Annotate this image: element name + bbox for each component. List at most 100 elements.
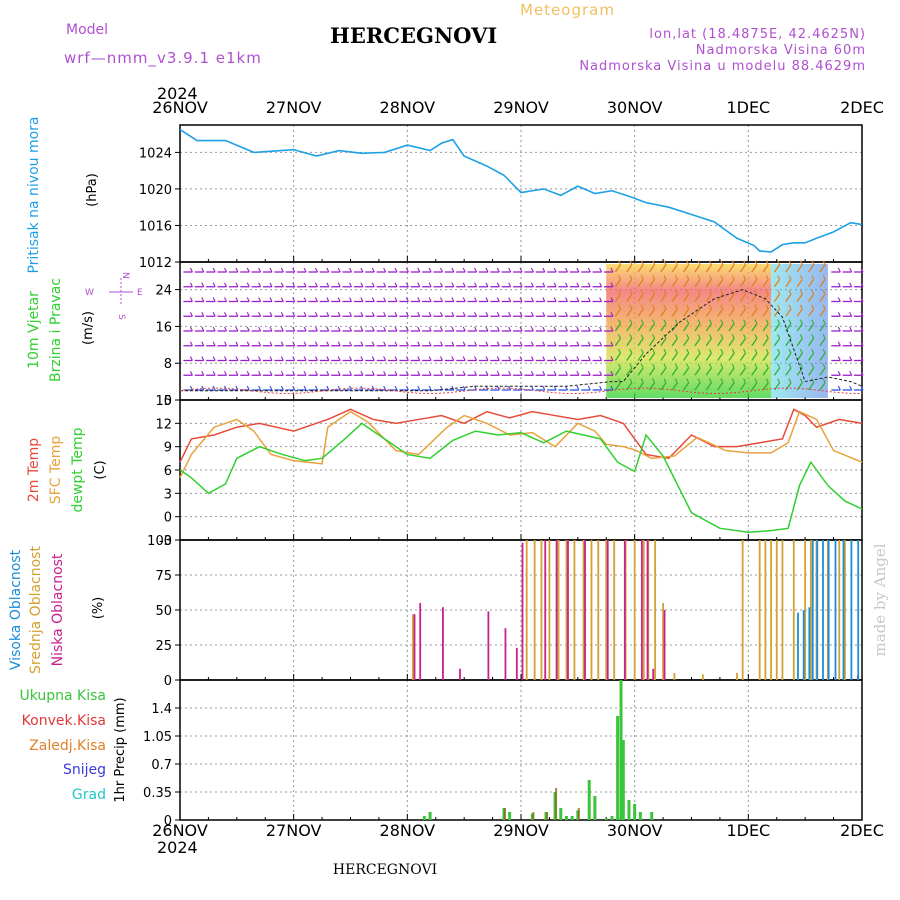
- wind-barb-flag: [519, 371, 523, 376]
- wind-barb: [648, 338, 656, 347]
- wind-barb-flag: [303, 341, 307, 346]
- wind-barb: [717, 308, 724, 317]
- wind-barb: [819, 338, 826, 347]
- wind-barb-flag: [519, 282, 523, 287]
- wind-barb-flag: [542, 326, 546, 332]
- wind-barb-flag: [822, 289, 826, 295]
- wind-barb-flag: [292, 312, 296, 317]
- wind-barb-flag: [371, 326, 375, 332]
- sfc-line: [179, 410, 863, 479]
- wind-barb-flag: [405, 297, 409, 302]
- wind-barb-flag: [383, 282, 387, 287]
- wind-barb-flag: [189, 356, 193, 361]
- wind-barb: [796, 264, 803, 273]
- wind-barb-flag: [303, 371, 307, 376]
- wind-barb: [773, 352, 781, 361]
- wind-barb: [660, 279, 667, 288]
- wind-barb-flag: [754, 275, 758, 280]
- wind-barb-flag: [743, 275, 747, 280]
- wind-barb-flag: [530, 371, 534, 376]
- wind-barb: [626, 279, 633, 288]
- cloud-axis-label: Visoka Oblacnost: [8, 549, 24, 670]
- wind-barb: [739, 382, 747, 391]
- wind-barb-flag: [720, 275, 724, 280]
- wind-barb-flag: [731, 334, 735, 339]
- wind-barb-flag: [811, 319, 815, 324]
- wind-barb-flag: [837, 326, 841, 332]
- x-tick-label-top: 30NOV: [607, 98, 663, 117]
- temp2m-line: [179, 408, 863, 463]
- wind-barb-flag: [811, 378, 815, 383]
- wind-barb: [614, 264, 622, 273]
- wind-barb-flag: [553, 356, 557, 361]
- wind-barb-flag: [349, 341, 353, 346]
- temp-axis-label: 2m Temp: [26, 438, 42, 502]
- wind-barb: [614, 323, 622, 332]
- wind-barb-flag: [686, 260, 690, 265]
- wind-barb: [819, 279, 826, 288]
- wind-barb-flag: [462, 371, 466, 376]
- compass-e: E: [137, 288, 143, 298]
- wind-barb-flag: [674, 260, 678, 265]
- wind-barb-flag: [674, 275, 678, 280]
- wind-barb-flag: [371, 282, 375, 287]
- wind-barb-flag: [235, 282, 239, 287]
- wind-barb-flag: [708, 289, 712, 295]
- wind-barb-flag: [777, 304, 781, 310]
- wind-barb-flag: [629, 319, 633, 324]
- y-tick-label: 1012: [139, 256, 172, 271]
- wind-barb-flag: [565, 312, 569, 317]
- wind-barb-flag: [224, 282, 228, 287]
- wind-barb-flag: [496, 297, 500, 302]
- precip-total-bar: [422, 816, 426, 820]
- wind-barb-flag: [565, 341, 569, 346]
- wind-barb-flag: [652, 378, 656, 383]
- wind-barb-flag: [618, 348, 621, 354]
- wind-barb: [728, 352, 735, 361]
- wind-barb-flag: [618, 334, 621, 339]
- wind-barb-flag: [337, 297, 341, 302]
- wind-barb: [614, 338, 622, 347]
- wind-barb-flag: [640, 319, 644, 324]
- wind-barb-flag: [258, 312, 262, 317]
- wind-barb-flag: [610, 326, 614, 332]
- wind-barb-flag: [777, 363, 781, 369]
- wind-barb-flag: [235, 297, 239, 302]
- wind-barb-flag: [224, 297, 228, 302]
- wind-barb-flag: [292, 385, 296, 391]
- wind-barb-flag: [326, 341, 330, 346]
- precip-unit-label: 1hr Precip (mm): [113, 697, 128, 802]
- wind-barb-flag: [618, 275, 621, 280]
- wind-barb-flag: [708, 260, 712, 265]
- wind-barb-flag: [697, 319, 701, 324]
- wind-barb-flag: [618, 260, 621, 265]
- wind-barb-flag: [849, 312, 853, 317]
- wind-barb-flag: [674, 378, 678, 383]
- wind-barb-flag: [530, 267, 534, 273]
- wind-barb: [808, 352, 815, 361]
- wind-barb-flag: [360, 326, 364, 332]
- wind-barb-flag: [462, 341, 466, 346]
- wind-barb-flag: [629, 275, 633, 280]
- wind-barb-flag: [451, 326, 455, 332]
- precip-total-bar: [428, 812, 432, 820]
- precip-total-bar: [564, 816, 568, 820]
- pressure-unit-label: (hPa): [85, 173, 100, 207]
- wind-barb-flag: [258, 356, 262, 361]
- wind-barb-flag: [849, 326, 853, 332]
- precip-conv-bar: [546, 812, 549, 820]
- wind-barb: [819, 382, 826, 391]
- wind-barb-flag: [474, 341, 478, 346]
- wind-unit-label: (m/s): [81, 311, 96, 345]
- wind-barb-flag: [349, 312, 353, 317]
- wind-barb-flag: [811, 348, 815, 354]
- wind-barb-flag: [394, 356, 398, 361]
- wind-barb-flag: [587, 312, 591, 317]
- wind-barb-flag: [337, 312, 341, 317]
- wind-barb-flag: [246, 297, 250, 302]
- wind-barb-flag: [280, 371, 284, 376]
- wind-barb: [728, 382, 735, 391]
- wind-barb-flag: [383, 371, 387, 376]
- wind-barb-flag: [743, 304, 747, 310]
- wind-barb-flag: [303, 385, 307, 391]
